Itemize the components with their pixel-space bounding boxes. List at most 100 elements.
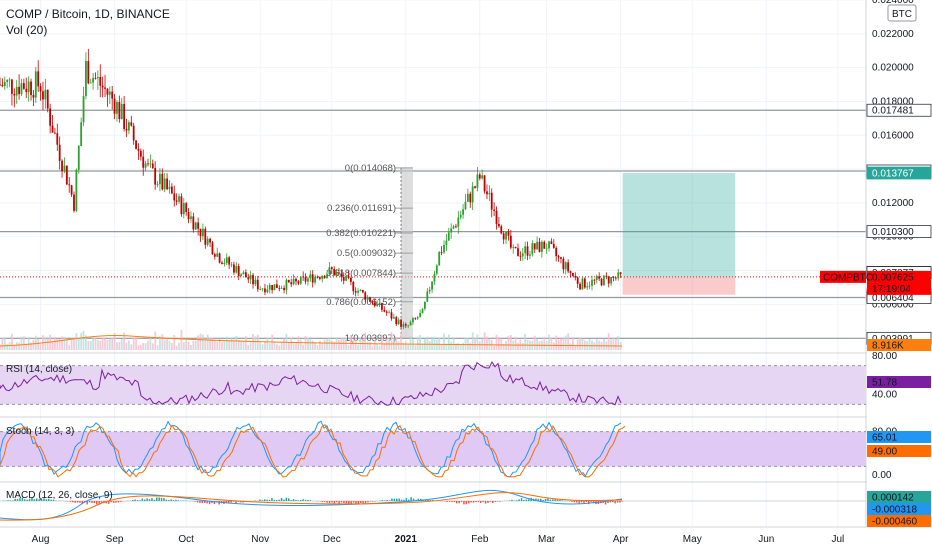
price-tick: 0.020000 (872, 63, 914, 74)
candle-body (612, 276, 615, 278)
macd-histogram-bar (487, 501, 489, 503)
position-loss-zone[interactable] (622, 276, 736, 295)
volume-bar (435, 339, 438, 350)
candle-body (564, 262, 567, 270)
rsi-tick: 40.00 (872, 390, 897, 401)
currency-button[interactable]: BTC (887, 4, 917, 22)
candle-body (476, 174, 479, 188)
fib-retracement[interactable]: 0(0.014068) 0.236(0.011691) 0.382(0.010221… (326, 163, 413, 344)
time-axis[interactable]: Aug Sep Oct Nov Dec 2021 Feb Mar Apr May Jun Jul (32, 534, 845, 545)
position-profit-zone[interactable] (622, 173, 736, 277)
macd-histogram-bar (621, 501, 624, 502)
candle-body (402, 324, 405, 327)
macd-histogram-bar (451, 501, 453, 503)
current-price-tag[interactable] (867, 270, 931, 295)
macd-histogram-bar (168, 500, 170, 501)
price-axis[interactable]: 0.024000 0.022000 0.020000 0.018000 0.016000… (820, 0, 932, 528)
macd-histogram-bar (115, 501, 117, 503)
candle-body (54, 132, 56, 134)
candle-body (13, 93, 16, 96)
candle-body (512, 246, 515, 248)
price-level-tag[interactable]: 0.013767 (866, 166, 932, 180)
candle-body (211, 242, 214, 255)
volume-bar (228, 340, 231, 350)
macd-histogram-bar (391, 498, 393, 501)
candle-body (600, 278, 603, 286)
macd-histogram-bar (74, 501, 76, 503)
volume-bar (147, 340, 149, 350)
candle-body (259, 289, 262, 290)
volume-bar (13, 344, 16, 350)
volume-bar (500, 338, 503, 350)
candle-body (25, 88, 28, 93)
volume-bar (395, 336, 398, 350)
volume-bar (486, 336, 488, 350)
candle-body (15, 86, 18, 96)
macd-histogram-bar (199, 501, 201, 503)
stoch-k-line (0, 420, 622, 478)
volume-bar (87, 340, 90, 350)
volume-bar (137, 345, 140, 350)
candle-body (614, 277, 617, 279)
price-level-tag[interactable]: 0.010300 (866, 225, 932, 239)
volume-bar (233, 339, 235, 350)
volume-bar (70, 338, 73, 350)
candle-body (304, 276, 307, 282)
volume-bar (361, 339, 364, 350)
symbol-tag[interactable] (820, 270, 866, 283)
candle-body (290, 282, 293, 285)
candle-body (440, 251, 443, 253)
macd-histogram-bar (100, 501, 103, 503)
macd-histogram-bar (453, 501, 456, 503)
macd-histogram-bar (355, 501, 357, 505)
volume-bar (266, 337, 269, 350)
price-tick: 0.022000 (872, 29, 914, 40)
candle-body (321, 275, 324, 279)
macd-histogram-bar (146, 498, 148, 501)
macd-histogram-bar (398, 498, 400, 501)
candle-body (156, 184, 159, 186)
candle-body (562, 258, 565, 270)
candle-body (431, 281, 433, 290)
volume-bar (161, 334, 164, 350)
volume-bar (350, 335, 352, 350)
macd-histogram-bar (340, 501, 343, 503)
volume-bar (333, 341, 336, 350)
candle-body (550, 241, 553, 245)
volume-bar (142, 343, 145, 350)
macd-histogram-bar (518, 499, 520, 501)
volume-bar (154, 331, 157, 350)
time-tick: May (683, 534, 702, 545)
candle-body (572, 272, 574, 276)
macd-histogram-bar (120, 501, 122, 502)
candle-body (11, 79, 13, 94)
candle-body (538, 241, 541, 252)
price-level-tag[interactable]: 0.017481 (866, 103, 932, 117)
candle-body (603, 275, 605, 286)
macd-histogram-bar (304, 499, 307, 501)
macd-histogram-bar (105, 501, 108, 504)
macd-histogram-bar (580, 501, 583, 503)
candle-body (106, 88, 109, 95)
long-position-tool[interactable] (622, 173, 736, 295)
volume-bar (170, 343, 173, 350)
volume-bar (46, 338, 49, 350)
candle-body (328, 267, 331, 275)
candle-body (149, 163, 152, 165)
price-level-tag-text: 0.010300 (872, 227, 914, 238)
candle-body (488, 192, 491, 195)
macd-histogram-bar (264, 499, 266, 501)
candle-body (68, 184, 71, 186)
candle-body (80, 122, 83, 146)
volume-bar (555, 335, 558, 350)
macd-histogram-bar (619, 501, 621, 503)
fib-level-label: 0.236(0.011691) (327, 203, 396, 214)
stoch-d-line (0, 424, 626, 478)
volume-bar (421, 343, 424, 350)
volume-bar (187, 341, 190, 350)
candle-body (500, 226, 503, 234)
candle-body (128, 122, 130, 131)
volume-bar (156, 345, 159, 350)
candle-body (610, 276, 612, 284)
